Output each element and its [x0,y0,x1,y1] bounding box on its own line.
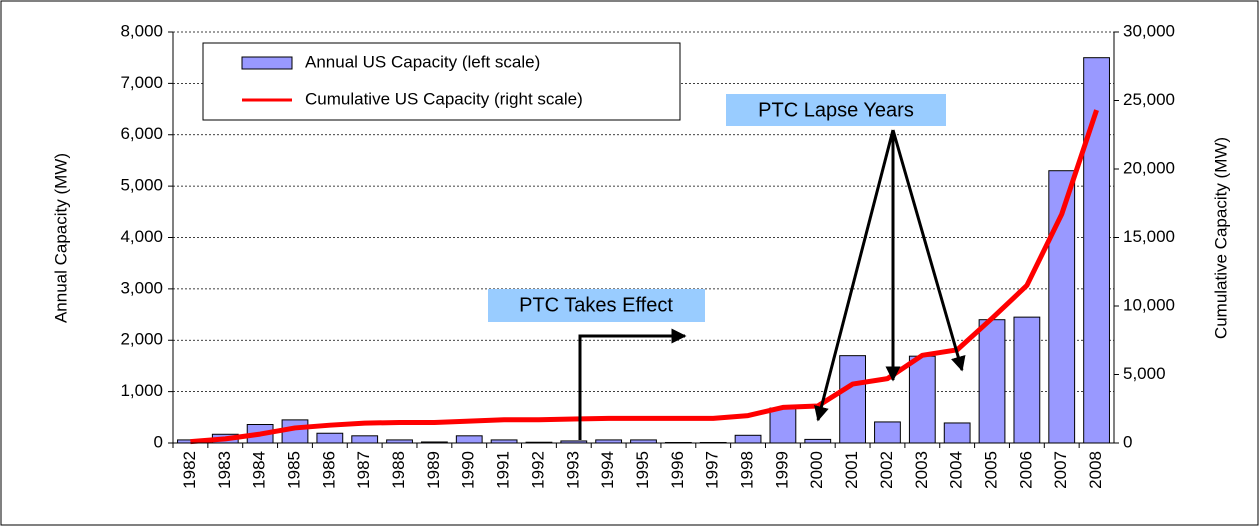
arrow [891,129,966,372]
legend [202,42,681,121]
bar [978,319,1006,444]
y2-tick-label: 10,000 [1123,295,1175,314]
x-tick-label: 1998 [738,451,757,489]
arrow [578,328,687,440]
x-tick-label: 1994 [598,451,617,489]
bar [351,435,379,444]
bar [908,355,936,444]
y-tick-label: 2,000 [120,330,163,349]
x-tick-label: 1990 [459,451,478,489]
bar [874,421,901,444]
arrow [814,129,895,422]
x-tick-label: 2000 [807,451,826,489]
x-tick-label: 2004 [947,451,966,489]
x-tick-label: 1983 [215,451,234,489]
x-tick-label: 1992 [528,451,547,489]
bar [455,435,483,444]
x-tick-label: 1996 [668,451,687,489]
y2-tick-label: 20,000 [1123,158,1175,177]
y-tick-label: 4,000 [120,227,163,246]
x-tick-label: 1991 [494,451,513,489]
y-tick-label: 8,000 [120,21,163,40]
y2-axis-title: Cumulative Capacity (MW) [1211,137,1230,339]
y2-tick-label: 15,000 [1123,227,1175,246]
x-tick-label: 2002 [877,451,896,489]
x-tick-label: 2003 [912,451,931,489]
x-tick-label: 1984 [250,451,269,489]
x-tick-label: 1997 [703,451,722,489]
y2-tick-label: 30,000 [1123,21,1175,40]
y-tick-label: 6,000 [120,124,163,143]
bar [316,432,344,444]
x-tick-label: 1989 [424,451,443,489]
y2-tick-label: 25,000 [1123,90,1175,109]
x-tick-label: 1988 [389,451,408,489]
bar [943,422,971,444]
annotation: PTC Lapse Years [758,99,914,121]
annotation-box [726,94,946,126]
x-tick-label: 1982 [180,451,199,489]
annotation: PTC Takes Effect [519,294,673,316]
bar [839,355,867,444]
y2-tick-label: 0 [1123,432,1132,451]
x-tick-label: 1986 [319,451,338,489]
y-tick-label: 0 [154,432,163,451]
x-tick-label: 1985 [284,451,303,489]
legend-label: Annual US Capacity (left scale) [305,52,540,71]
line [190,109,1099,445]
x-tick-label: 2006 [1016,451,1035,489]
x-tick-label: 2005 [982,451,1001,489]
x-tick-label: 1993 [563,451,582,489]
x-tick-label: 1995 [633,451,652,489]
y-tick-label: 7,000 [120,73,163,92]
x-tick-label: 2008 [1086,451,1105,489]
bar [1013,316,1041,444]
bar [1083,57,1110,444]
y-axis-title: Annual Capacity (MW) [51,153,70,323]
x-tick-label: 1999 [772,451,791,489]
y-tick-label: 5,000 [120,176,163,195]
bar [734,434,762,444]
x-tick-label: 2001 [842,451,861,489]
y2-tick-label: 5,000 [1123,364,1166,383]
bar [769,407,797,444]
x-tick-label: 1987 [354,451,373,489]
bar [804,438,832,444]
y-tick-label: 1,000 [120,381,163,400]
legend-label: Cumulative US Capacity (right scale) [305,89,583,108]
x-tick-label: 2007 [1051,451,1070,489]
annotation-box [488,289,705,322]
legend-swatch [241,56,293,70]
y-tick-label: 3,000 [120,278,163,297]
